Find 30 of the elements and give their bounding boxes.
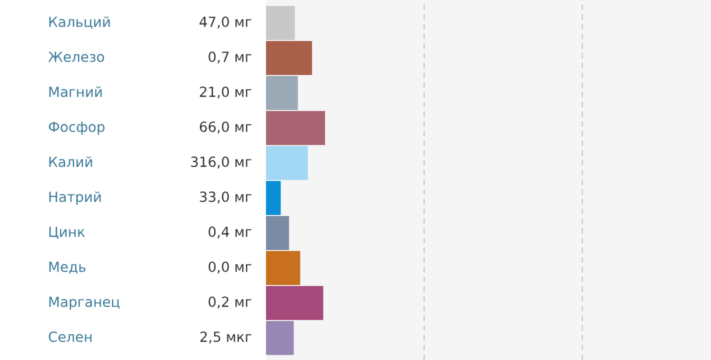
bar bbox=[266, 251, 300, 285]
text: 316,0 мг bbox=[191, 156, 252, 168]
text: 0,4 мг bbox=[208, 226, 252, 238]
y-tick-label: Цинк bbox=[49, 226, 85, 240]
y-tick-label: Медь bbox=[49, 262, 86, 274]
y-tick-label: Кальций bbox=[49, 16, 110, 29]
text: 2,5 мкг bbox=[200, 332, 252, 344]
bar bbox=[266, 76, 298, 110]
y-tick-label: Магний bbox=[49, 86, 102, 98]
text: 21,0 мг bbox=[200, 86, 252, 98]
text: 0,0 мг bbox=[208, 262, 252, 274]
bar bbox=[266, 286, 324, 320]
text: 0,7 мг bbox=[208, 52, 252, 64]
text: 0,2 мг bbox=[208, 296, 252, 308]
bar bbox=[266, 41, 312, 75]
text: 66,0 мг bbox=[200, 122, 252, 134]
bar bbox=[266, 216, 290, 250]
bar bbox=[266, 111, 326, 145]
y-tick-label: Натрий bbox=[49, 191, 101, 205]
y-tick-label: Селен bbox=[48, 332, 92, 342]
bar bbox=[266, 146, 308, 180]
y-tick-label: Марганец bbox=[49, 296, 120, 310]
text: 47,0 мг bbox=[200, 16, 252, 28]
bar bbox=[266, 181, 281, 215]
bar bbox=[266, 321, 294, 355]
text: 33,0 мг bbox=[200, 192, 252, 204]
y-tick-label: Железо bbox=[48, 52, 104, 62]
bar bbox=[266, 6, 295, 40]
y-tick-label: Фосфор bbox=[48, 122, 105, 135]
y-tick-label: Калий bbox=[49, 156, 92, 168]
